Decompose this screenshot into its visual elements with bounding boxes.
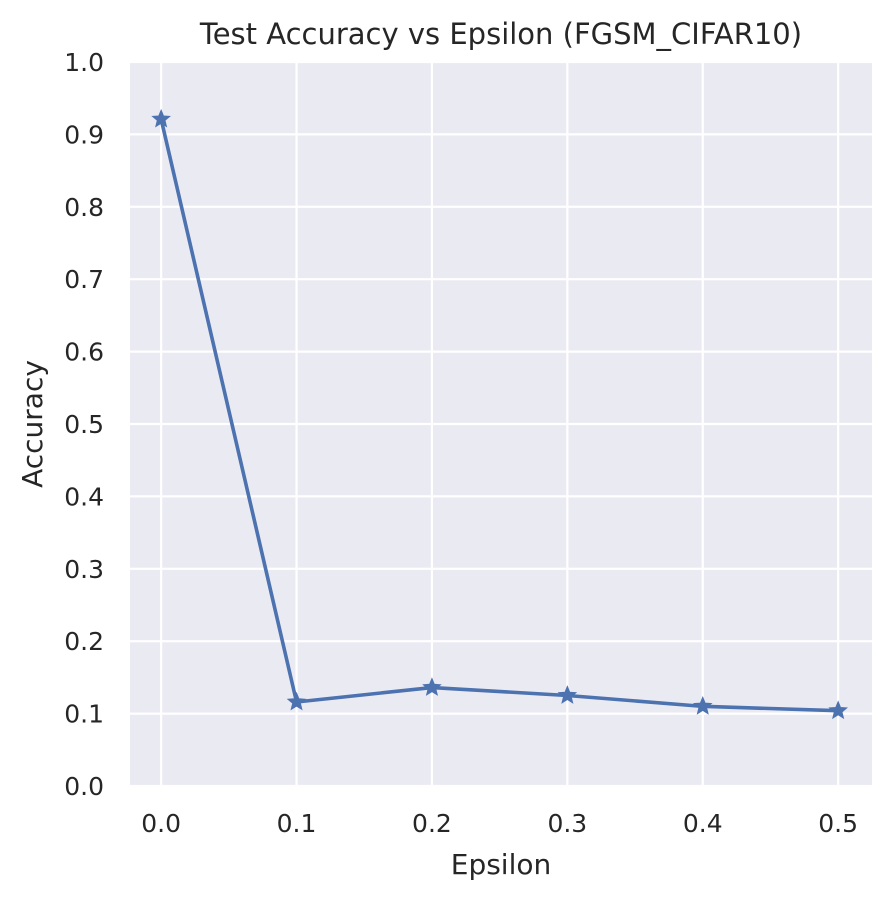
y-tick-labels: 0.0 0.1 0.2 0.3 0.4 0.5 0.6 0.7 0.8 0.9 1.0	[64, 48, 104, 801]
y-tick-label: 0.3	[64, 555, 104, 584]
x-tick-label: 0.5	[818, 809, 858, 838]
y-tick-label: 0.7	[64, 265, 104, 294]
x-axis-label: Epsilon	[451, 848, 552, 881]
x-tick-label: 0.3	[547, 809, 587, 838]
series-layer	[151, 108, 848, 720]
x-tick-labels: 0.0 0.1 0.2 0.3 0.4 0.5	[141, 809, 858, 838]
data-point	[286, 691, 307, 711]
x-tick-label: 0.2	[412, 809, 452, 838]
y-tick-label: 0.6	[64, 338, 104, 367]
data-point	[828, 700, 848, 720]
y-tick-label: 0.0	[64, 772, 104, 801]
x-tick-label: 0.0	[141, 809, 181, 838]
chart-title: Test Accuracy vs Epsilon (FGSM_CIFAR10)	[199, 17, 802, 51]
data-point	[422, 677, 442, 696]
y-axis-label: Accuracy	[16, 360, 49, 488]
y-tick-label: 0.5	[64, 410, 104, 439]
data-point	[692, 696, 713, 715]
series-line	[159, 117, 840, 713]
y-tick-label: 0.2	[64, 627, 104, 656]
y-tick-label: 0.9	[64, 120, 104, 149]
grid-lines	[130, 60, 872, 788]
y-tick-label: 0.1	[64, 700, 104, 729]
data-point	[557, 685, 578, 704]
y-tick-label: 0.8	[64, 193, 104, 222]
data-point	[151, 108, 171, 128]
y-tick-label: 0.4	[64, 482, 104, 511]
y-tick-label: 1.0	[64, 48, 104, 77]
x-tick-label: 0.1	[277, 809, 317, 838]
x-tick-label: 0.4	[683, 809, 723, 838]
